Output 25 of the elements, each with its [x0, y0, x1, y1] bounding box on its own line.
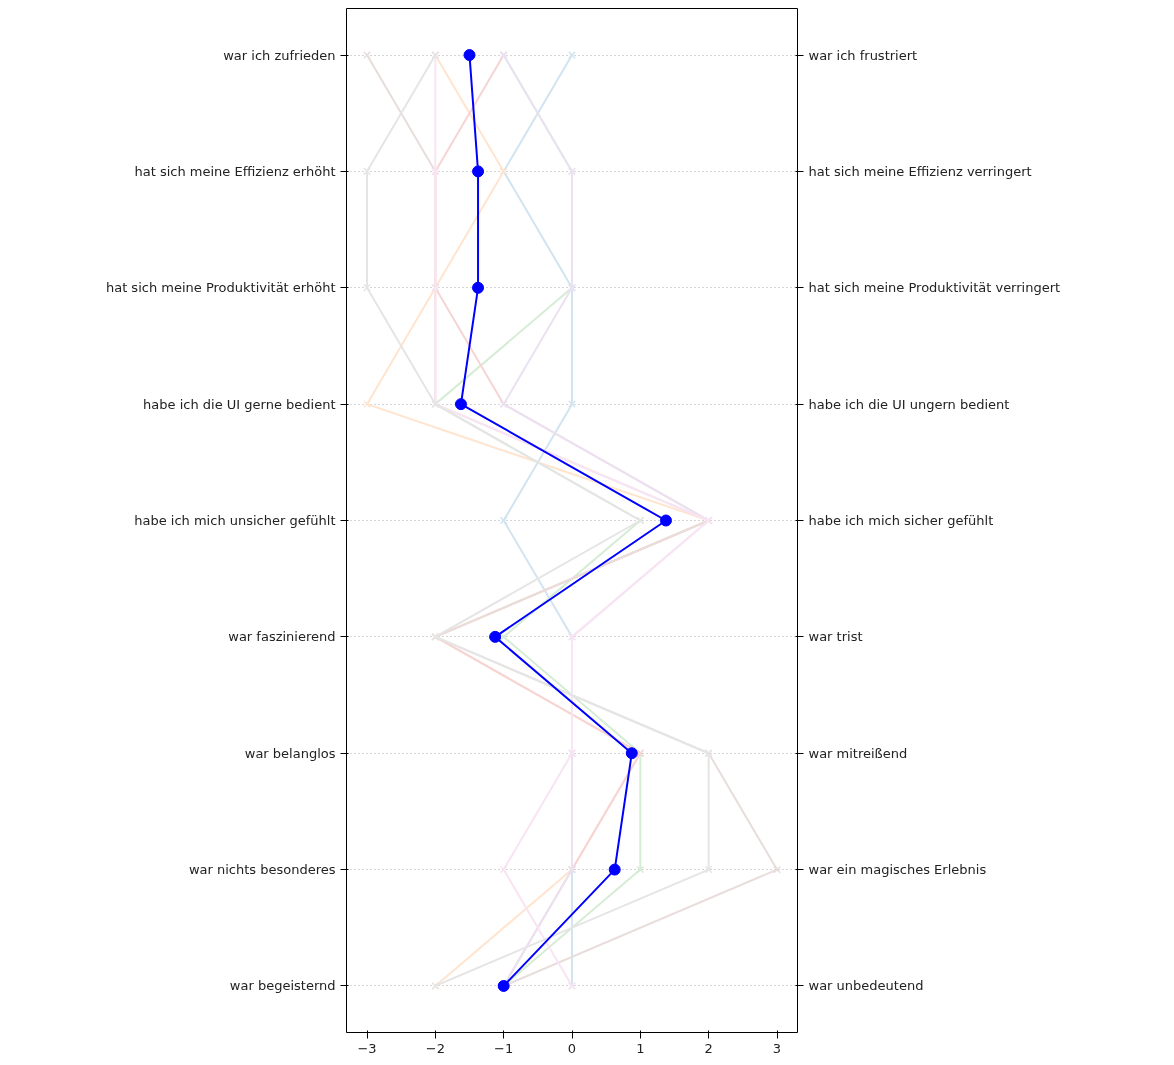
y2-tick-label: war mitreißend [808, 745, 908, 761]
y2-tick-label: hat sich meine Produktivität verringert [808, 280, 1061, 296]
y-tick-label: war begeisternd [229, 978, 336, 994]
y-tick-label: hat sich meine Effizienz erhöht [134, 163, 336, 179]
x-tick-label: 0 [567, 1040, 577, 1056]
y-tick-label: war faszinierend [228, 629, 336, 645]
x-tick-label: 3 [772, 1040, 782, 1056]
x-tick-label: 1 [636, 1040, 645, 1056]
y-tick-label: habe ich die UI gerne bedient [143, 396, 336, 412]
y-tick-label: habe ich mich unsicher gefühlt [134, 513, 336, 528]
y2-tick-label: war unbedeutend [808, 978, 924, 994]
x-tick-label: −2 [425, 1040, 445, 1056]
y2-tick-label: habe ich die UI ungern bedient [808, 396, 1010, 412]
y2-tick-label: war ein magisches Erlebnis [808, 862, 987, 878]
y-tick-label: hat sich meine Produktivität erhöht [105, 280, 336, 296]
y2-tick-label: war trist [808, 629, 863, 645]
y-tick-label: war nichts besonderes [188, 862, 336, 878]
y2-tick-label: war ich frustriert [808, 47, 918, 63]
x-tick-label: −3 [357, 1040, 377, 1056]
y2-tick-label: hat sich meine Effizienz verringert [808, 163, 1032, 179]
x-tick-label: 2 [704, 1040, 713, 1056]
y2-tick-label: habe ich mich sicher gefühlt [808, 513, 994, 528]
x-tick-label: −1 [494, 1040, 514, 1056]
y-tick-label: war ich zufrieden [223, 47, 336, 63]
y-tick-label: war belanglos [244, 745, 336, 761]
